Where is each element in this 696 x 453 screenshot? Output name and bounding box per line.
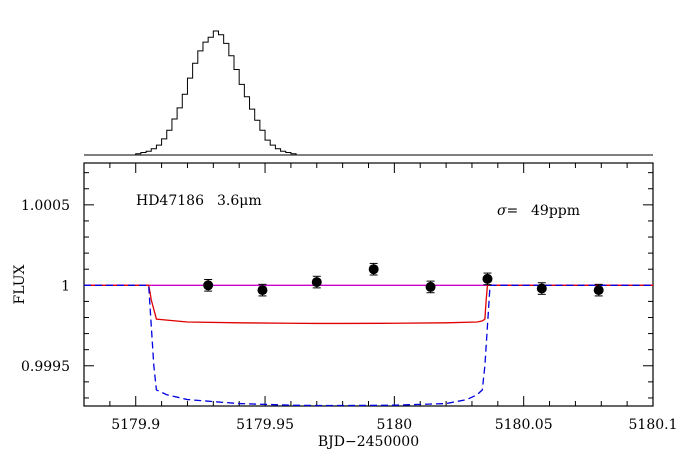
x-tick-label: 5180.1	[629, 417, 678, 433]
band-label: 3.6μm	[217, 193, 262, 209]
data-point	[311, 277, 322, 288]
x-tick-label: 5180	[377, 417, 413, 433]
sigma-value: 49ppm	[531, 203, 580, 219]
data-point	[425, 281, 436, 292]
data-point	[257, 285, 268, 296]
x-tick-labels: 5179.9 5179.95 5180 5180.05 5180.1	[111, 417, 677, 433]
y-tick-labels: 0.9995 1 1.0005	[21, 198, 70, 375]
star-name-label: HD47186	[136, 193, 204, 209]
x-tick-label: 5179.95	[236, 417, 294, 433]
data-point	[368, 264, 379, 275]
x-axis-ticks	[83, 163, 654, 406]
x-tick-label: 5179.9	[111, 417, 160, 433]
y-axis-title: FLUX	[12, 264, 28, 304]
histogram-steps	[135, 30, 297, 155]
sigma-label: σ=	[497, 203, 518, 219]
x-tick-label: 5180.05	[495, 417, 553, 433]
y-tick-label: 1	[61, 278, 70, 294]
x-axis-title: BJD−2450000	[318, 434, 419, 450]
model-curve-2	[84, 284, 653, 325]
data-point	[203, 280, 214, 291]
y-tick-label: 0.9995	[21, 359, 70, 375]
data-point	[482, 273, 493, 284]
model-curve-3	[84, 284, 653, 407]
histogram-panel	[84, 30, 653, 156]
data-points	[203, 262, 604, 297]
data-point	[536, 283, 547, 294]
light-curve-panel: 5179.9 5179.95 5180 5180.05 5180.1 0.9995 1 1.…	[12, 162, 678, 450]
data-point	[593, 285, 604, 296]
y-tick-label: 1.0005	[21, 198, 70, 214]
model-curves	[84, 284, 653, 407]
